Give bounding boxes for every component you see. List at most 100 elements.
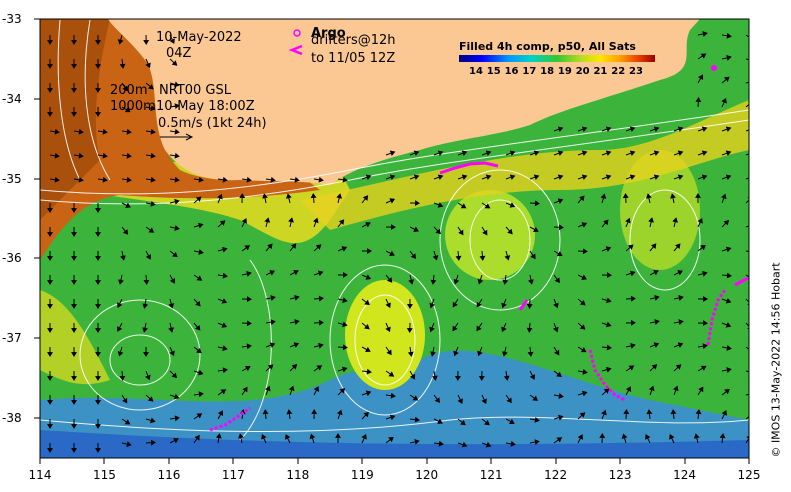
current-arrowhead	[168, 303, 175, 309]
current-arrowhead	[264, 217, 271, 223]
current-arrowhead	[389, 174, 396, 181]
current-arrowhead	[361, 433, 367, 440]
current-arrowhead	[294, 294, 300, 301]
current-arrowhead	[625, 217, 631, 224]
current-arrowhead	[675, 364, 682, 370]
current-arrowhead	[601, 409, 607, 416]
current-arrowhead	[605, 321, 612, 328]
argo-marker-icon	[293, 29, 301, 37]
current-arrowhead	[47, 280, 53, 285]
current-arrowhead	[290, 243, 297, 249]
current-arrowhead	[47, 232, 53, 237]
current-arrowhead	[54, 128, 60, 135]
current-arrowhead	[581, 126, 588, 133]
current-arrowhead	[653, 174, 660, 181]
current-arrowhead	[71, 304, 77, 309]
current-arrowhead	[605, 174, 612, 181]
current-arrowhead	[318, 176, 324, 183]
current-arrowhead	[71, 280, 77, 285]
current-arrowhead	[71, 40, 77, 45]
current-arrowhead	[725, 174, 732, 181]
current-arrowhead	[557, 150, 564, 157]
current-arrowhead	[71, 88, 77, 93]
current-arrow	[745, 199, 749, 204]
current-arrowhead	[700, 244, 706, 251]
current-arrowhead	[697, 217, 703, 224]
current-arrowhead	[484, 203, 491, 209]
current-arrowhead	[437, 418, 443, 424]
current-arrowhead	[650, 243, 657, 249]
current-arrowhead	[147, 396, 154, 402]
current-arrowhead	[678, 319, 684, 325]
current-arrowhead	[122, 229, 129, 235]
current-arrowhead	[222, 246, 228, 253]
x-tick-label: 115	[93, 468, 116, 482]
current-arrowhead	[95, 112, 101, 117]
current-arrowhead	[723, 219, 730, 226]
current-arrowhead	[310, 193, 317, 199]
current-arrowhead	[751, 58, 755, 62]
current-arrowhead	[748, 351, 749, 353]
current-arrowhead	[363, 411, 369, 418]
current-arrowhead	[342, 297, 348, 304]
current-arrowhead	[553, 326, 559, 333]
current-arrowhead	[169, 278, 176, 284]
current-arrowhead	[406, 304, 413, 309]
current-arrowhead	[503, 375, 510, 381]
current-vectors	[47, 31, 755, 453]
current-arrowhead	[557, 198, 564, 204]
current-arrowhead	[556, 251, 563, 257]
axis-ticks	[34, 18, 750, 464]
y-tick-label: -37	[2, 331, 22, 346]
current-arrowhead	[309, 433, 316, 440]
current-arrowhead	[198, 176, 204, 183]
current-arrowhead	[509, 418, 515, 425]
current-arrowhead	[95, 232, 101, 237]
current-arrowhead	[291, 364, 298, 370]
current-arrowhead	[437, 150, 444, 157]
current-arrowhead	[173, 393, 180, 400]
current-arrowhead	[748, 413, 749, 415]
current-arrowhead	[143, 39, 150, 45]
current-arrowhead	[145, 62, 151, 69]
legend-argo: Argo	[311, 26, 346, 41]
current-arrowhead	[270, 319, 276, 326]
x-tick-label: 123	[608, 468, 632, 482]
x-tick-label: 120	[415, 468, 439, 482]
current-arrowhead	[476, 301, 482, 308]
current-arrowhead	[455, 255, 462, 261]
current-arrowhead	[270, 295, 276, 301]
current-arrowhead	[143, 352, 149, 357]
current-arrowhead	[526, 327, 533, 333]
current-arrow	[745, 416, 749, 420]
current-arrowhead	[222, 367, 228, 374]
current-arrowhead	[47, 448, 53, 453]
current-arrowhead	[725, 297, 732, 304]
legend-depth-200: 200m	[110, 83, 148, 98]
current-arrowhead	[343, 271, 348, 278]
current-arrowhead	[119, 63, 126, 69]
current-arrowhead	[410, 253, 416, 259]
current-arrowhead	[318, 295, 324, 302]
current-arrowhead	[174, 415, 180, 422]
current-arrowhead	[222, 345, 228, 352]
current-arrowhead	[747, 101, 749, 103]
current-arrowhead	[629, 126, 636, 133]
current-arrowhead	[390, 392, 396, 399]
colorbar-tick-label: 14	[469, 66, 483, 77]
current-arrowhead	[313, 386, 319, 392]
current-arrowhead	[95, 400, 101, 405]
current-arrowhead	[47, 400, 53, 405]
current-arrowhead	[78, 176, 84, 183]
current-arrowhead	[125, 202, 131, 208]
current-arrowhead	[477, 350, 483, 357]
current-arrow	[745, 153, 749, 156]
x-tick-label: 117	[221, 468, 245, 482]
current-arrowhead	[506, 397, 512, 404]
current-arrowhead	[174, 198, 180, 205]
current-arrowhead	[461, 150, 468, 157]
warm-eddy-core	[345, 280, 425, 390]
current-arrowhead	[556, 371, 562, 378]
current-arrowhead	[558, 414, 564, 421]
current-arrowhead	[481, 398, 487, 405]
